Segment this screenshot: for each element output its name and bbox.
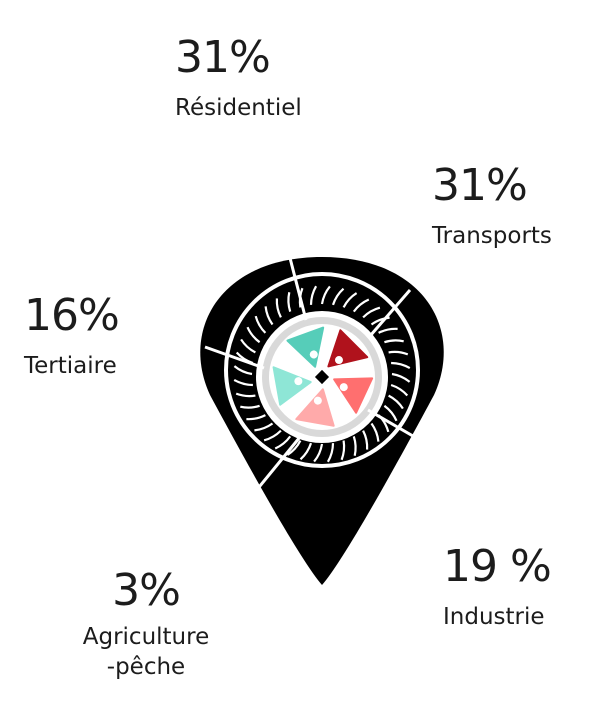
value-tertiaire: 16% [24, 290, 120, 341]
name-tertiaire: Tertiaire [24, 353, 117, 379]
tread-tooth [384, 339, 404, 344]
name-agriculture-line1: Agriculture [82, 624, 210, 650]
value-residentiel: 31% [175, 32, 271, 83]
tread-tooth [286, 440, 302, 456]
tread-tooth [235, 392, 256, 398]
pie-segment [327, 329, 369, 368]
tread-tooth [326, 443, 335, 463]
blade-dot [334, 356, 343, 365]
tread-tooth [274, 435, 292, 450]
tread-tooth [362, 430, 369, 450]
pie-segment [333, 377, 374, 414]
tread-tooth [340, 440, 346, 461]
divider-line [368, 289, 412, 337]
pie-segments [272, 326, 374, 427]
label-agriculture: 3% Agriculture -pêche [58, 569, 234, 683]
value-agriculture: 3% [112, 565, 181, 616]
divider-line [367, 408, 426, 445]
tread-tooth [362, 306, 381, 319]
tread-tooth [233, 378, 253, 387]
pie-segment [272, 366, 312, 406]
tread-tooth [313, 443, 324, 463]
hub-center [314, 369, 330, 385]
tread-tooth [342, 292, 358, 308]
name-agriculture-line2: -pêche [106, 653, 186, 680]
name-agriculture: Agriculture -pêche [58, 623, 234, 683]
tread-tooth [254, 315, 267, 334]
tyre-outer-ring [224, 272, 420, 468]
tread-tooth [240, 338, 256, 354]
segment-dividers [204, 257, 426, 515]
tread-tooth [320, 285, 331, 305]
blade-dot [309, 350, 318, 359]
tread-tooth [370, 422, 380, 442]
blade-dot [294, 377, 303, 386]
divider-line [235, 436, 302, 515]
tread-tooth [391, 372, 411, 383]
tread-tooth [352, 298, 370, 313]
map-pin-with-wheel-icon [200, 257, 444, 585]
tread-tooth [275, 298, 282, 318]
divider-line [288, 257, 308, 321]
name-residentiel: Résidentiel [175, 95, 302, 121]
tread-tooth [263, 429, 282, 442]
blade-shape [295, 388, 335, 427]
value-transports: 31% [432, 160, 528, 211]
tread-tooth [254, 422, 274, 432]
tread-tooth [388, 394, 404, 410]
name-industrie: Industrie [443, 604, 545, 630]
tread-tooth [264, 306, 274, 326]
tread-tooth [390, 383, 409, 397]
tread-tooth [299, 442, 313, 461]
label-transports: 31% Transports [432, 164, 552, 252]
tyre-tread [233, 285, 411, 463]
tread-tooth [246, 414, 266, 421]
divider-line [204, 345, 265, 370]
tread-tooth [383, 404, 398, 422]
blade-shape [272, 366, 312, 406]
tread-tooth [309, 285, 318, 305]
blade-dot [313, 396, 322, 405]
label-residentiel: 31% Résidentiel [175, 36, 302, 124]
tread-tooth [240, 404, 260, 409]
tread-tooth [391, 361, 411, 370]
tread-tooth [370, 316, 390, 326]
tread-tooth [233, 365, 253, 376]
name-transports: Transports [432, 223, 552, 249]
pie-segment [295, 388, 335, 427]
value-industrie: 19 % [443, 541, 552, 592]
label-tertiaire: 16% Tertiaire [24, 290, 120, 382]
tread-tooth [246, 326, 261, 344]
tread-tooth [352, 436, 357, 456]
tread-tooth [331, 287, 345, 306]
pie-segment [286, 326, 325, 368]
label-industrie: 19 % Industrie [443, 541, 552, 633]
tread-tooth [388, 350, 409, 356]
tread-tooth [287, 292, 292, 312]
blade-dot [339, 383, 348, 392]
tread-tooth [378, 327, 398, 334]
